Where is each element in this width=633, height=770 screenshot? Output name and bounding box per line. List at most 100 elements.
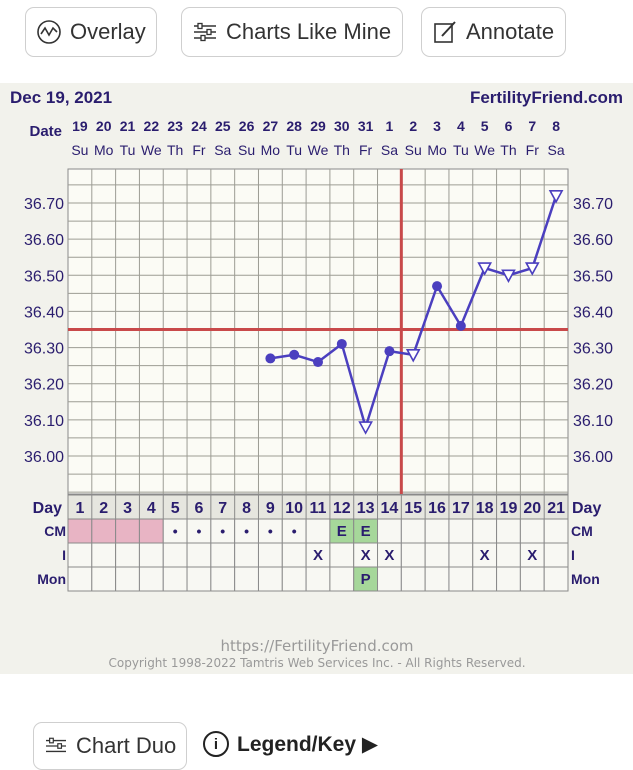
y-tick-label-left: 36.50 bbox=[24, 268, 64, 285]
date-label: 24 bbox=[191, 118, 207, 134]
day-number: 6 bbox=[194, 500, 203, 517]
weekday-label: We bbox=[308, 142, 329, 158]
day-number: 11 bbox=[310, 500, 327, 517]
day-number: 14 bbox=[381, 500, 399, 517]
table-cell bbox=[210, 542, 236, 568]
day-number: 4 bbox=[147, 500, 156, 517]
info-icon: i bbox=[203, 731, 229, 757]
cell-value: • bbox=[173, 523, 178, 539]
table-cell bbox=[377, 518, 402, 544]
temperature-point bbox=[455, 320, 466, 331]
sliders-icon bbox=[44, 736, 68, 756]
temperature-point-open bbox=[358, 421, 373, 435]
date-label: 26 bbox=[239, 118, 255, 134]
y-tick-label-left: 36.40 bbox=[24, 304, 64, 321]
date-label: 3 bbox=[433, 118, 441, 134]
table-cell bbox=[67, 566, 93, 592]
table-cell bbox=[377, 566, 402, 592]
weekday-label: Su bbox=[71, 142, 88, 158]
table-cell bbox=[496, 566, 521, 592]
chart-wave-icon bbox=[36, 19, 62, 45]
y-tick-label-left: 36.00 bbox=[24, 449, 64, 466]
footer-copyright: Copyright 1998-2022 Tamtris Web Services… bbox=[108, 656, 525, 670]
date-label: 6 bbox=[505, 118, 513, 134]
day-row-background bbox=[67, 494, 569, 520]
edit-pencil-icon bbox=[432, 19, 458, 45]
table-cell bbox=[138, 566, 164, 592]
cell-value: X bbox=[527, 547, 537, 564]
date-label: 19 bbox=[72, 118, 88, 134]
legend-key-link[interactable]: i Legend/Key ▶ bbox=[203, 731, 378, 757]
day-row-label-left: Day bbox=[33, 500, 62, 517]
weekday-label: Th bbox=[500, 142, 516, 158]
temperature-point bbox=[384, 346, 395, 357]
table-cell bbox=[186, 566, 212, 592]
date-label: 25 bbox=[215, 118, 231, 134]
table-cell bbox=[257, 566, 283, 592]
table-cell bbox=[496, 542, 521, 568]
table-cell bbox=[400, 566, 426, 592]
table-cell bbox=[138, 518, 164, 544]
chart-duo-button[interactable]: Chart Duo bbox=[33, 722, 187, 770]
table-cell bbox=[448, 518, 474, 544]
date-label: 27 bbox=[263, 118, 279, 134]
annotate-label: Annotate bbox=[466, 19, 555, 44]
overlay-button[interactable]: Overlay bbox=[25, 7, 157, 57]
weekday-label: Mo bbox=[261, 142, 281, 158]
day-number: 13 bbox=[357, 500, 375, 517]
y-tick-label-right: 36.10 bbox=[573, 413, 613, 430]
y-tick-label-left: 36.30 bbox=[24, 341, 64, 358]
charts-like-mine-button[interactable]: Charts Like Mine bbox=[181, 7, 403, 57]
date-label: 20 bbox=[96, 118, 112, 134]
sliders-icon bbox=[192, 21, 218, 43]
y-tick-label-right: 36.60 bbox=[573, 232, 613, 249]
table-cell bbox=[115, 566, 140, 592]
table-cell bbox=[472, 518, 498, 544]
row-label-left: Mon bbox=[37, 571, 66, 587]
y-tick-label-left: 36.10 bbox=[24, 413, 64, 430]
day-number: 2 bbox=[99, 500, 108, 517]
annotate-button[interactable]: Annotate bbox=[421, 7, 566, 57]
y-tick-label-left: 36.60 bbox=[24, 232, 64, 249]
temperature-point-open bbox=[501, 269, 516, 283]
table-cell bbox=[400, 518, 426, 544]
cell-value: • bbox=[292, 523, 297, 539]
table-cell bbox=[400, 542, 426, 568]
table-cell bbox=[424, 542, 450, 568]
table-cell bbox=[67, 518, 93, 544]
weekday-label: We bbox=[141, 142, 162, 158]
date-label: 31 bbox=[358, 118, 374, 134]
date-label: 23 bbox=[167, 118, 183, 134]
day-number: 16 bbox=[428, 500, 446, 517]
weekday-label: Su bbox=[238, 142, 255, 158]
chart-duo-label: Chart Duo bbox=[76, 733, 177, 758]
cell-value: • bbox=[220, 523, 225, 539]
table-cell bbox=[519, 566, 545, 592]
date-row-label: Date bbox=[29, 123, 62, 140]
temperature-point bbox=[432, 281, 443, 292]
table-cell bbox=[281, 566, 307, 592]
table-cell bbox=[162, 566, 188, 592]
weekday-label: Fr bbox=[359, 142, 373, 158]
temperature-point bbox=[313, 357, 323, 368]
cell-value: E bbox=[361, 523, 371, 540]
table-cell bbox=[519, 518, 545, 544]
day-number: 17 bbox=[452, 500, 470, 517]
row-label-right: I bbox=[571, 547, 575, 563]
weekday-label: Sa bbox=[381, 142, 398, 158]
date-label: 30 bbox=[334, 118, 350, 134]
y-tick-label-right: 36.00 bbox=[573, 449, 613, 466]
cell-value: • bbox=[196, 523, 201, 539]
temperature-point-open bbox=[477, 262, 493, 276]
legend-key-label: Legend/Key ▶ bbox=[237, 732, 379, 756]
row-label-right: Mon bbox=[571, 571, 600, 587]
weekday-label: Tu bbox=[453, 142, 469, 158]
cell-value: • bbox=[244, 523, 249, 539]
fertility-chart: Dec 19, 2021 FertilityFriend.com Date 19 20 2… bbox=[0, 83, 633, 674]
table-cell bbox=[210, 566, 236, 592]
day-number: 3 bbox=[123, 500, 132, 517]
day-number: 21 bbox=[547, 500, 565, 517]
day-number: 12 bbox=[333, 500, 351, 517]
weekday-label: Fr bbox=[192, 142, 206, 158]
